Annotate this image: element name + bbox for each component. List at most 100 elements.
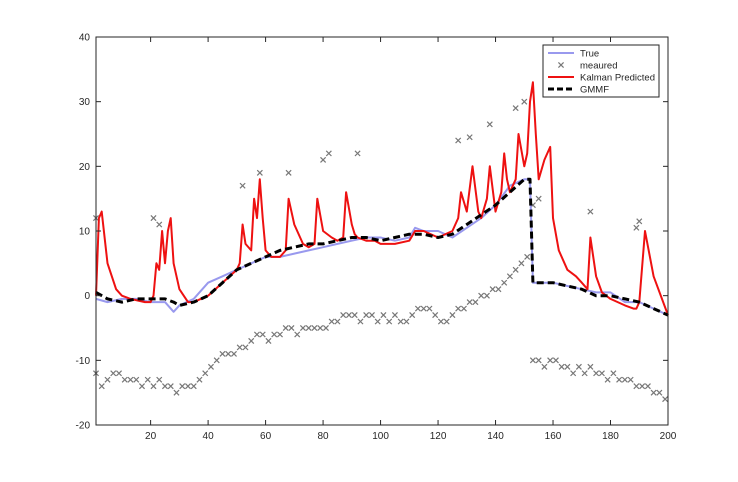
data-point [616,376,623,383]
data-point [662,396,669,403]
data-point [501,279,508,286]
y-tick-label: 20 [79,162,91,173]
y-tick-label: 10 [79,227,91,238]
y-tick-label: 40 [79,33,91,44]
data-point [552,357,559,364]
data-point [256,169,263,176]
data-point [610,370,617,377]
data-point [225,350,232,357]
data-point [656,389,663,396]
data-point [587,208,594,215]
data-point [650,389,657,396]
data-point [242,344,249,351]
data-point [357,318,364,325]
y-tick-label: -20 [76,421,91,432]
data-point [322,324,329,332]
data-point [466,134,473,141]
data-point [167,383,174,390]
data-point [414,305,421,312]
data-point [121,376,128,383]
legend-item: True [548,49,599,60]
legend-item: meaured [557,61,618,72]
data-point [644,383,651,390]
data-point [472,299,479,306]
data-point [202,370,209,377]
x-tick-label: 160 [545,431,562,442]
data-point [179,383,186,390]
data-point [271,331,278,338]
data-point [104,376,111,383]
data-point [259,331,266,338]
data-point [403,318,410,325]
data-point [368,312,375,319]
data-point [420,305,427,312]
y-tick-label: 30 [79,97,91,108]
legend-label: meaured [580,61,618,72]
plot-background [96,37,668,425]
data-point [449,312,456,319]
data-point [325,150,332,157]
data-point [466,299,473,306]
data-point [621,376,628,383]
data-point [294,331,301,338]
data-point [627,376,634,383]
data-point [535,195,542,202]
data-point [547,357,554,364]
data-point [409,312,416,319]
data-point [363,312,370,319]
data-point [391,312,398,319]
data-point [604,376,611,383]
data-point [518,260,525,267]
data-point [524,253,531,260]
legend-marker [557,61,565,69]
data-point [144,376,151,383]
data-point [213,357,220,364]
x-tick-label: 80 [318,431,330,442]
data-point [541,363,548,370]
data-point [570,370,577,377]
data-point [299,324,306,332]
data-point [317,324,324,332]
data-point [150,215,157,222]
data-point [443,318,450,325]
data-point [98,383,105,390]
y-tick-label: 0 [84,291,90,302]
data-point [285,169,292,176]
data-point [558,363,565,370]
data-point [133,376,140,383]
data-point [320,156,327,163]
data-point [150,383,157,390]
data-point [156,376,163,383]
data-point [196,376,203,383]
data-point [351,312,358,319]
data-point [639,383,646,390]
data-point [575,363,582,370]
data-point [483,292,490,299]
legend-label: True [580,49,599,60]
data-point [512,105,519,112]
data-point [219,350,226,357]
data-point [535,357,542,364]
data-point [276,331,283,338]
data-point [593,370,600,377]
ticks-layer: 20 40 60 80 100 120 140 160 180 200 -20 -10 0 10 20 30 4… [76,33,677,443]
data-point [581,370,588,377]
x-tick-label: 20 [145,431,157,442]
data-point [311,324,318,332]
data-point [239,182,246,189]
x-tick-label: 140 [487,431,504,442]
data-point [633,224,640,231]
x-tick-label: 120 [430,431,447,442]
data-point [253,331,260,338]
series-layer [92,81,669,403]
legend-item: Kalman Predicted [548,73,655,84]
data-point [184,383,192,390]
data-point [265,337,272,344]
data-point [478,292,485,299]
data-point [529,357,536,364]
series-kalman-predicted-line [95,81,669,316]
data-point [138,383,146,390]
legend-label: GMMF [580,85,609,96]
data-point [345,312,352,319]
